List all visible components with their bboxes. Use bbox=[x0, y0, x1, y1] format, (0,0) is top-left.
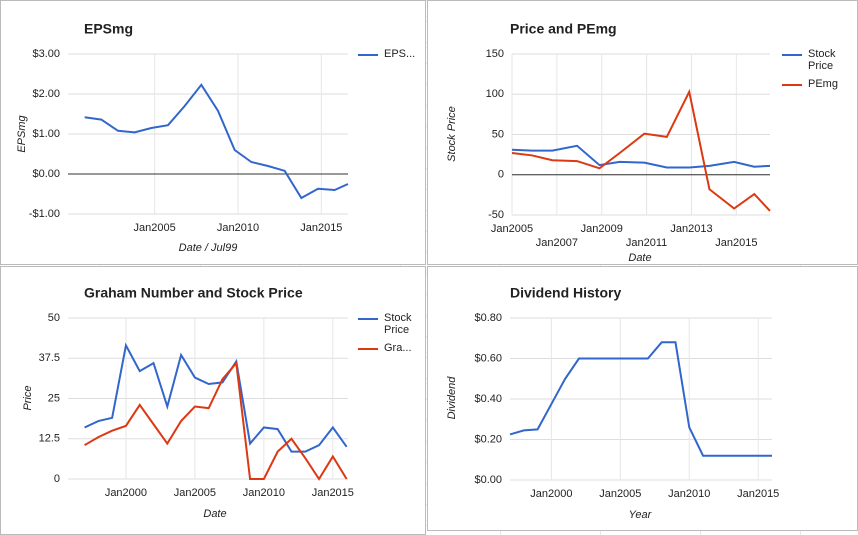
y-axis-title: Stock Price bbox=[446, 106, 458, 162]
legend-swatch bbox=[358, 318, 378, 320]
legend: Stock Price PEmg bbox=[782, 48, 844, 96]
y-tick-label: 0 bbox=[498, 169, 504, 181]
x-tick-label: Jan2007 bbox=[536, 237, 578, 249]
x-tick-label: Jan2015 bbox=[737, 488, 779, 500]
x-axis-title: Date / Jul99 bbox=[179, 242, 238, 254]
legend-swatch bbox=[358, 54, 378, 56]
y-axis-title: EPSmg bbox=[16, 114, 28, 152]
y-tick-label: 50 bbox=[48, 312, 60, 324]
x-axis-title: Date bbox=[628, 252, 651, 264]
y-tick-label: -$1.00 bbox=[29, 208, 60, 220]
x-tick-label: Jan2011 bbox=[626, 237, 667, 249]
y-axis-title: Price bbox=[22, 385, 34, 410]
x-tick-label: Jan2013 bbox=[670, 223, 712, 235]
data-line bbox=[509, 341, 772, 457]
x-tick-label: Jan2005 bbox=[174, 487, 216, 499]
chart-title: Price and PEmg bbox=[510, 21, 617, 37]
legend-swatch bbox=[358, 348, 378, 350]
data-line bbox=[511, 144, 771, 169]
legend-item: EPS... bbox=[358, 48, 420, 60]
x-axis-title: Year bbox=[629, 509, 653, 521]
x-tick-label: Jan2015 bbox=[300, 222, 342, 234]
y-tick-label: 100 bbox=[486, 88, 504, 100]
x-tick-label: Jan2005 bbox=[599, 488, 641, 500]
legend-label: Stock Price bbox=[384, 312, 412, 336]
panel bbox=[0, 0, 426, 265]
y-tick-label: $0.00 bbox=[474, 474, 502, 486]
data-line bbox=[511, 88, 771, 212]
x-tick-label: Jan2015 bbox=[715, 237, 757, 249]
legend-item: PEmg bbox=[782, 78, 844, 90]
legend-label: Gra... bbox=[384, 342, 412, 354]
data-line bbox=[84, 360, 348, 481]
legend-label: PEmg bbox=[808, 78, 838, 90]
legend-item: Stock Price bbox=[782, 48, 844, 72]
legend: Stock Price Gra... bbox=[358, 312, 420, 360]
legend-item: Gra... bbox=[358, 342, 420, 354]
x-tick-label: Jan2000 bbox=[530, 488, 572, 500]
legend-label: Stock Price bbox=[808, 48, 836, 72]
y-tick-label: $2.00 bbox=[32, 88, 60, 100]
x-tick-label: Jan2000 bbox=[105, 487, 147, 499]
y-tick-label: 12.5 bbox=[39, 433, 60, 445]
y-tick-label: -50 bbox=[488, 209, 504, 221]
y-tick-label: $1.00 bbox=[32, 128, 60, 140]
legend-item: Stock Price bbox=[358, 312, 420, 336]
x-tick-label: Jan2010 bbox=[243, 487, 285, 499]
y-tick-label: 150 bbox=[486, 48, 504, 60]
y-tick-label: 0 bbox=[54, 473, 60, 485]
x-tick-label: Jan2009 bbox=[581, 223, 623, 235]
chart-title: Dividend History bbox=[510, 285, 621, 301]
x-axis-title: Date bbox=[203, 508, 226, 520]
y-tick-label: $3.00 bbox=[32, 48, 60, 60]
y-tick-label: $0.40 bbox=[474, 393, 502, 405]
x-tick-label: Jan2015 bbox=[312, 487, 354, 499]
x-tick-label: Jan2005 bbox=[134, 222, 176, 234]
panel bbox=[427, 0, 858, 265]
y-tick-label: 37.5 bbox=[39, 352, 60, 364]
y-tick-label: 50 bbox=[492, 128, 504, 140]
legend-swatch bbox=[782, 54, 802, 56]
y-axis-title: Dividend bbox=[446, 376, 458, 420]
y-tick-label: 25 bbox=[48, 392, 60, 404]
legend-swatch bbox=[782, 84, 802, 86]
x-tick-label: Jan2010 bbox=[668, 488, 710, 500]
y-tick-label: $0.80 bbox=[474, 312, 502, 324]
y-tick-label: $0.00 bbox=[32, 168, 60, 180]
x-tick-label: Jan2005 bbox=[491, 223, 533, 235]
y-tick-label: $0.60 bbox=[474, 352, 502, 364]
data-line bbox=[84, 83, 349, 200]
x-tick-label: Jan2010 bbox=[217, 222, 259, 234]
legend-label: EPS... bbox=[384, 48, 416, 60]
y-tick-label: $0.20 bbox=[474, 433, 502, 445]
data-line bbox=[84, 342, 348, 453]
chart-title: Graham Number and Stock Price bbox=[84, 285, 303, 301]
legend: EPS... bbox=[358, 48, 420, 66]
chart-title: EPSmg bbox=[84, 21, 133, 37]
